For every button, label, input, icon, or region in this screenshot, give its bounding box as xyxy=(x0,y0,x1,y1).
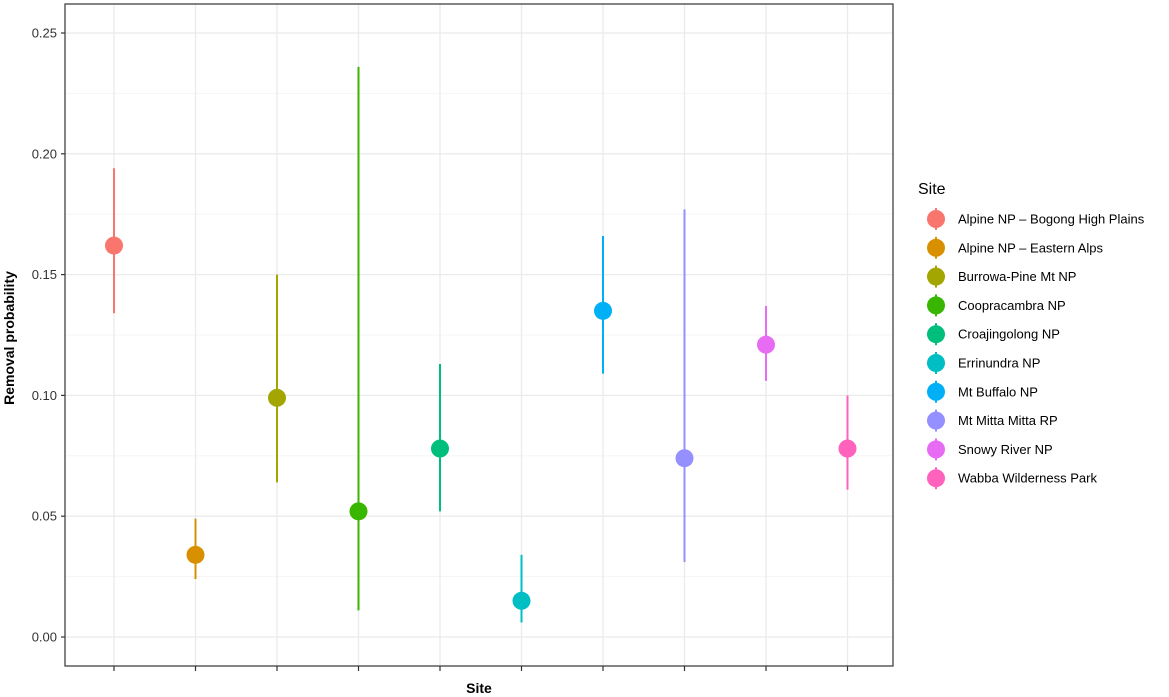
legend-key-point xyxy=(927,325,945,344)
data-point xyxy=(594,301,612,320)
legend-item: Errinundra NP xyxy=(927,352,1040,374)
legend-item: Wabba Wilderness Park xyxy=(927,467,1097,490)
y-tick-label: 0.20 xyxy=(32,146,57,161)
legend: Site Alpine NP – Bogong High Plains Alpin… xyxy=(918,181,1145,490)
legend-label: Wabba Wilderness Park xyxy=(958,471,1097,486)
legend-label: Alpine NP – Eastern Alps xyxy=(958,240,1104,255)
y-axis-title: Removal probability xyxy=(1,271,17,405)
legend-item: Alpine NP – Bogong High Plains xyxy=(927,208,1145,230)
legend-key-point xyxy=(927,469,945,488)
legend-label: Coopracambra NP xyxy=(958,298,1066,313)
legend-title: Site xyxy=(918,181,946,198)
legend-key-point xyxy=(927,238,945,257)
legend-label: Burrowa-Pine Mt NP xyxy=(958,269,1076,284)
x-axis xyxy=(113,666,849,671)
y-tick-label: 0.15 xyxy=(32,267,57,282)
legend-label: Alpine NP – Bogong High Plains xyxy=(958,212,1145,227)
data-point xyxy=(838,439,857,458)
data-point xyxy=(675,449,694,468)
data-point xyxy=(757,335,775,354)
legend-label: Errinundra NP xyxy=(958,356,1040,371)
legend-item: Coopracambra NP xyxy=(927,294,1066,317)
y-axis: 0.00 0.05 0.10 0.15 0.20 0.25 xyxy=(32,26,65,645)
legend-item: Alpine NP – Eastern Alps xyxy=(927,236,1104,259)
data-point xyxy=(431,439,449,458)
legend-key-point xyxy=(927,296,945,315)
y-tick-label: 0.25 xyxy=(32,26,57,41)
legend-key-point xyxy=(927,411,945,430)
plot-area xyxy=(64,3,894,667)
y-tick-label: 0.05 xyxy=(32,509,57,524)
data-point xyxy=(512,591,531,610)
legend-key-point xyxy=(927,382,945,401)
legend-key-point xyxy=(927,267,945,286)
legend-key-point xyxy=(927,440,945,459)
legend-item: Mt Mitta Mitta RP xyxy=(927,409,1058,432)
y-tick-label: 0.00 xyxy=(32,630,57,645)
legend-item: Mt Buffalo NP xyxy=(927,380,1038,403)
legend-key-point xyxy=(927,354,945,372)
legend-label: Croajingolong NP xyxy=(958,327,1060,342)
panel-border xyxy=(64,3,894,667)
x-axis-title: Site xyxy=(466,680,492,696)
legend-item: Croajingolong NP xyxy=(927,323,1060,346)
data-point xyxy=(186,545,205,564)
legend-item: Snowy River NP xyxy=(927,438,1053,461)
legend-key-point xyxy=(927,210,945,228)
legend-label: Mt Buffalo NP xyxy=(958,384,1038,399)
data-point xyxy=(105,236,123,255)
data-point xyxy=(349,502,368,521)
legend-label: Mt Mitta Mitta RP xyxy=(958,413,1058,428)
data-point xyxy=(268,388,286,407)
legend-label: Snowy River NP xyxy=(958,442,1053,457)
legend-item: Burrowa-Pine Mt NP xyxy=(927,265,1076,288)
y-tick-label: 0.10 xyxy=(32,388,57,403)
